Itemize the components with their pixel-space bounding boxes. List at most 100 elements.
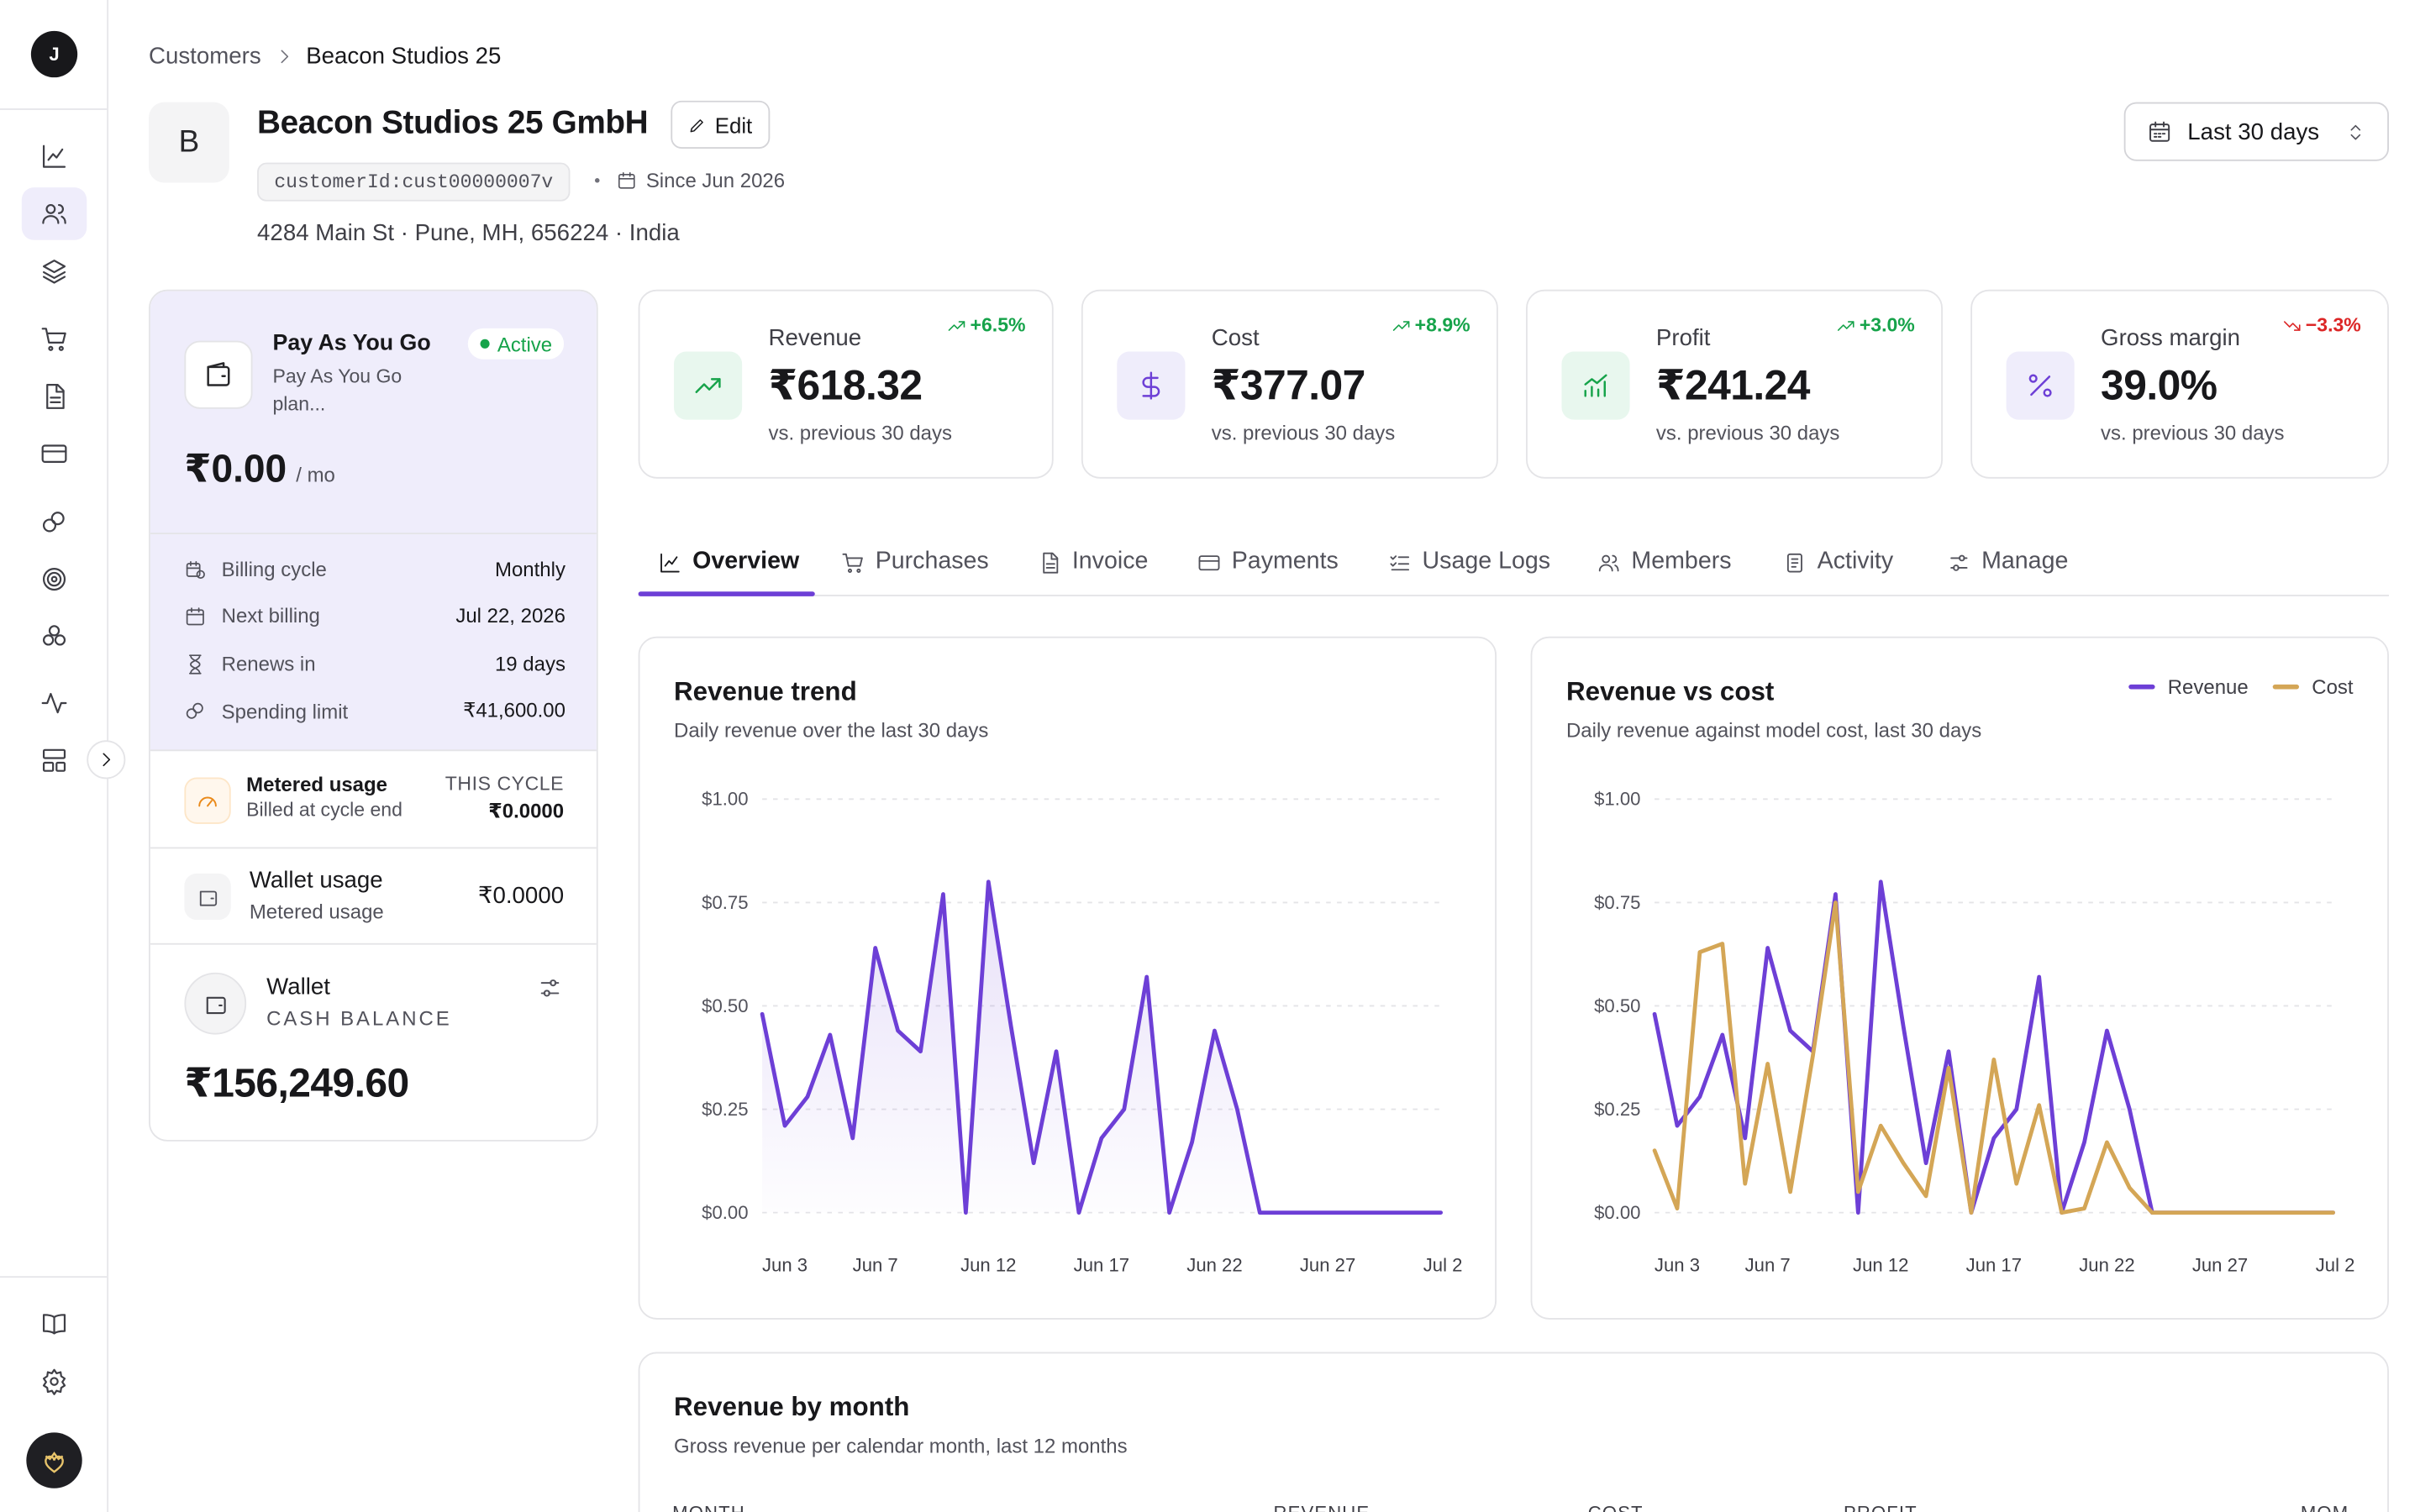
kpi-value: ₹241.24	[1655, 362, 1811, 409]
tab-label: Manage	[1981, 548, 2069, 575]
x-tick-label: Jul 2	[1423, 1255, 1463, 1276]
trending-up-icon	[695, 378, 721, 393]
kpi-label: Gross margin	[2101, 325, 2241, 352]
revenue-vs-cost-card: Revenue vs cost Daily revenue against mo…	[1530, 636, 2389, 1320]
tab-label: Activity	[1817, 548, 1894, 575]
plan-icon-box	[184, 340, 253, 409]
analytics-icon[interactable]	[37, 139, 71, 174]
plan-price-value: ₹0.00	[184, 447, 287, 491]
next-billing-value: Jul 22, 2026	[455, 604, 566, 627]
percent-icon	[2028, 374, 2052, 397]
x-tick-label: Jun 22	[2079, 1255, 2134, 1276]
x-tick-label: Jul 2	[2316, 1255, 2355, 1276]
pencil-icon	[691, 118, 704, 132]
status-dot	[480, 339, 490, 349]
tab-members[interactable]: Members	[1597, 549, 1732, 576]
spending-limit-label: Spending limit	[221, 699, 349, 723]
wallet-settings-button[interactable]	[538, 976, 566, 1004]
x-tick-label: Jun 3	[762, 1255, 808, 1276]
spending-limit-value: ₹41,600.00	[463, 698, 566, 722]
chart-line-icon	[660, 552, 680, 572]
crown-heart-icon	[45, 1452, 64, 1473]
layers-icon[interactable]	[37, 254, 71, 288]
wallet-icon	[205, 995, 225, 1014]
plan-card: Pay As You Go Active Pay As You Go plan.…	[148, 289, 598, 1142]
renews-in-row: Renews in 19 days	[184, 652, 566, 675]
kpi-comparison: vs. previous 30 days	[1211, 421, 1396, 445]
wallet-balance-icon-box	[184, 972, 247, 1035]
wallet-balance-value: ₹156,249.60	[184, 1059, 409, 1106]
tab-manage[interactable]: Manage	[1948, 548, 2069, 576]
x-tick-label: Jun 12	[960, 1255, 1016, 1276]
hourglass-icon	[188, 654, 202, 674]
user-avatar[interactable]: J	[30, 30, 78, 78]
gauge-icon-box	[184, 777, 231, 824]
calendar-icon	[186, 606, 204, 625]
renews-in-label: Renews in	[221, 652, 316, 675]
sidebar-active-indicator	[21, 187, 87, 240]
kpi-value: ₹618.32	[768, 362, 923, 409]
kpi-delta-value: +8.9%	[1414, 314, 1470, 337]
boxes-icon[interactable]	[37, 619, 71, 654]
kpi-card-revenue: Revenue ₹618.32 vs. previous 30 days +6.…	[638, 289, 1054, 479]
x-tick-label: Jun 3	[1655, 1255, 1700, 1276]
activity-icon[interactable]	[37, 686, 71, 721]
kpi-comparison: vs. previous 30 days	[768, 421, 952, 445]
column-header-mom[interactable]: MOM	[2301, 1502, 2349, 1512]
kpi-delta: +8.9%	[1392, 314, 1470, 336]
calendar-icon	[618, 172, 635, 189]
credit-card-icon	[1198, 554, 1220, 570]
tab-overview[interactable]: Overview	[659, 549, 799, 576]
column-header-month[interactable]: MONTH	[672, 1502, 745, 1512]
kpi-comparison: vs. previous 30 days	[2101, 421, 2285, 445]
kpi-delta: −3.3%	[2282, 314, 2361, 336]
clipboard-icon	[1786, 552, 1802, 572]
target-icon[interactable]	[37, 562, 71, 596]
plan-status-text: Active	[497, 332, 553, 356]
next-billing-label: Next billing	[221, 604, 320, 627]
wallet-title: Wallet	[266, 974, 330, 1001]
customer-id-chip[interactable]: customerId:cust00000007v	[257, 162, 571, 202]
tab-payments[interactable]: Payments	[1197, 549, 1339, 576]
breadcrumb-customers-link[interactable]: Customers	[148, 43, 261, 70]
customers-icon[interactable]	[37, 197, 71, 231]
tab-label: Purchases	[875, 548, 989, 575]
settings-gear-icon[interactable]	[37, 1364, 71, 1399]
column-header-revenue[interactable]: REVENUE	[1274, 1502, 1370, 1512]
y-tick-label: $1.00	[702, 789, 748, 810]
tab-invoice[interactable]: Invoice	[1038, 549, 1148, 576]
edit-button[interactable]: Edit	[671, 100, 771, 149]
x-tick-label: Jun 17	[1074, 1255, 1129, 1276]
tab-label: Invoice	[1071, 548, 1149, 575]
list-checks-icon	[1390, 554, 1410, 570]
y-tick-label: $0.00	[1594, 1202, 1640, 1223]
org-logo[interactable]	[26, 1432, 82, 1488]
gauge-icon	[198, 796, 217, 807]
sidebar-expand-button[interactable]	[87, 740, 126, 780]
users-icon	[1598, 554, 1619, 571]
billing-cycle-value: Monthly	[495, 557, 566, 581]
wallet-usage-section: Wallet usage Metered usage ₹0.0000	[150, 848, 597, 945]
layout-icon[interactable]	[37, 743, 71, 778]
tab-label: Usage Logs	[1422, 548, 1551, 575]
kpi-label: Cost	[1211, 325, 1260, 352]
credit-card-icon[interactable]	[37, 437, 71, 471]
docs-book-icon[interactable]	[37, 1307, 71, 1341]
kpi-delta-value: +3.0%	[1859, 314, 1915, 337]
tab-activity[interactable]: Activity	[1783, 549, 1893, 576]
tab-active-underline	[638, 591, 815, 596]
revenue-trend-chart: $0.00 $0.25 $0.50 $0.75 $1.00 Jun 3 Jun 7 Jun 1…	[702, 789, 1463, 1276]
document-icon[interactable]	[37, 380, 71, 414]
cart-icon[interactable]	[37, 322, 71, 356]
wallet-icon	[198, 890, 217, 906]
column-header-profit[interactable]: PROFIT	[1844, 1502, 1918, 1512]
wallet-usage-sub: Metered usage	[249, 900, 384, 923]
kpi-value: ₹377.07	[1211, 362, 1366, 409]
date-range-select[interactable]: Last 30 days	[2123, 102, 2389, 161]
tab-purchases[interactable]: Purchases	[841, 549, 989, 576]
coins-icon[interactable]	[37, 505, 71, 539]
plan-header: Pay As You Go Active Pay As You Go plan.…	[150, 291, 597, 535]
column-header-cost[interactable]: COST	[1588, 1502, 1644, 1512]
metered-title: Metered usage	[246, 773, 388, 796]
tab-usage-logs[interactable]: Usage Logs	[1388, 549, 1550, 576]
